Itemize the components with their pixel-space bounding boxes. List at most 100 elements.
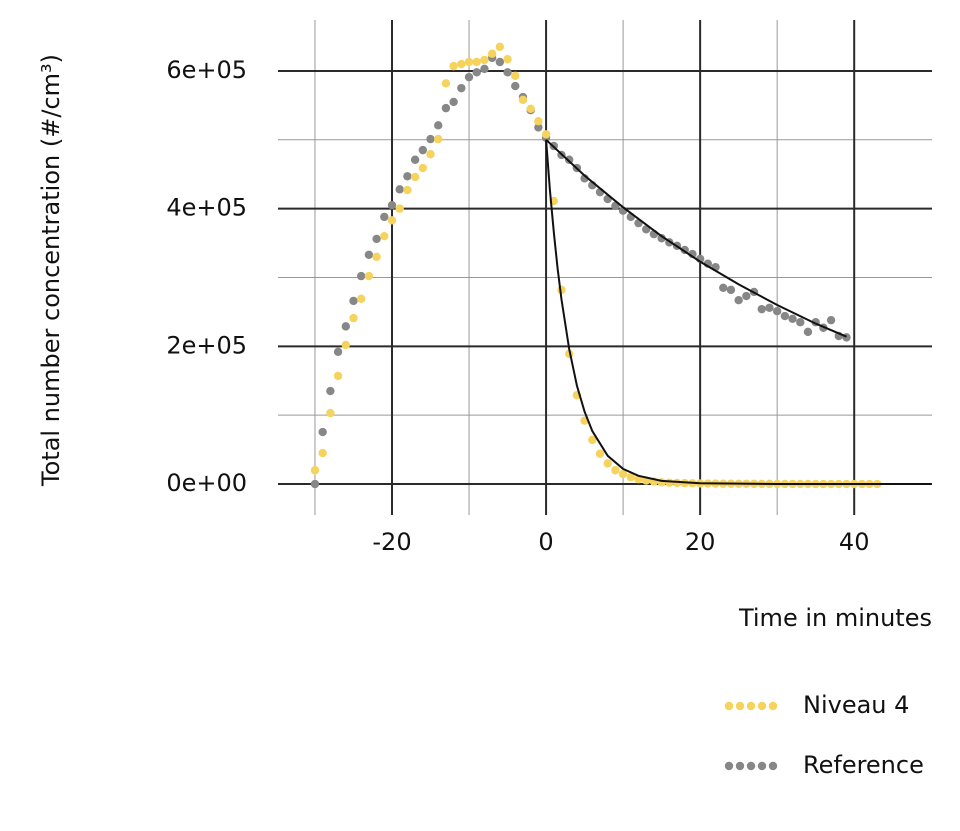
data-point [726,285,736,295]
data-point [772,307,782,316]
data-point [826,315,836,325]
y-tick-label: 0e+00 [166,469,247,497]
data-point [403,185,412,195]
data-point [326,408,335,418]
legend-marker [735,701,745,711]
x-tick-label: 40 [839,528,870,556]
data-point [341,340,350,350]
legend-marker [768,761,778,771]
data-point [333,347,343,357]
data-point [511,81,520,91]
data-point [495,42,505,52]
fit-line [545,139,932,485]
data-point [434,121,443,130]
y-tick-label: 2e+05 [166,331,247,359]
legend-marker [724,701,734,711]
data-point [457,59,466,69]
data-point [480,64,489,74]
data-point [541,130,551,139]
data-point [464,57,474,67]
data-point [341,322,350,331]
data-point [395,185,404,194]
data-point [356,294,366,304]
data-point [464,72,474,82]
data-point [410,172,420,182]
data-point [534,117,543,126]
data-point [387,200,397,210]
data-point [318,427,327,437]
legend-marker [735,761,745,771]
data-point [657,234,666,243]
data-point [418,163,428,173]
data-point [780,311,790,321]
legend-marker [746,701,756,711]
data-point [757,304,766,314]
fit-line [545,139,847,338]
data-point [765,303,774,312]
data-point [434,134,443,144]
data-point [626,472,636,482]
x-tick-label: 20 [685,528,716,556]
y-tick-label: 4e+05 [166,194,247,222]
data-point [618,469,628,479]
data-point [426,134,435,144]
legend-marker [757,701,767,711]
data-point [534,123,543,132]
x-tick-label: -20 [372,528,411,556]
data-point [441,79,451,88]
data-point [719,283,728,293]
data-point [457,83,466,93]
data-point [356,271,366,281]
data-point [364,250,374,259]
legend-marker [757,761,767,771]
data-point [796,318,805,327]
data-point [310,466,320,475]
data-point [603,459,612,468]
data-point [403,172,412,181]
data-point [372,252,381,262]
data-point [395,204,404,213]
data-point [326,386,335,396]
data-point [410,155,420,164]
data-point [310,479,320,489]
data-point [380,212,389,222]
data-point [803,327,813,337]
data-point [441,103,451,113]
data-point [734,296,743,305]
data-point [449,97,458,107]
data-point [480,55,489,65]
data-point [611,466,620,475]
data-point [588,435,597,445]
data-point [372,234,381,244]
data-point [788,314,797,323]
data-point [518,95,528,105]
data-point [418,145,428,155]
data-point [487,49,497,58]
y-axis-label: Total number concentration (#/cm³) [37,54,65,487]
data-point [449,61,458,71]
legend-label: Reference [803,751,924,779]
data-point [349,296,358,306]
data-point [333,371,343,381]
data-point [595,449,605,458]
legend-marker [768,701,778,711]
y-tick-label: 6e+05 [166,56,247,84]
data-point [380,231,389,241]
data-point [387,216,397,225]
data-point [364,271,374,281]
data-point [318,448,327,458]
data-point [349,313,358,323]
data-point [503,68,512,77]
data-point [511,71,520,80]
legend-marker [724,761,734,771]
data-point [495,57,505,67]
data-point [472,68,481,77]
legend-marker [746,761,756,771]
x-axis-label: Time in minutes [738,604,932,632]
data-point [426,150,435,159]
data-point [665,478,674,487]
data-point [742,291,751,301]
legend-label: Niveau 4 [803,691,909,719]
